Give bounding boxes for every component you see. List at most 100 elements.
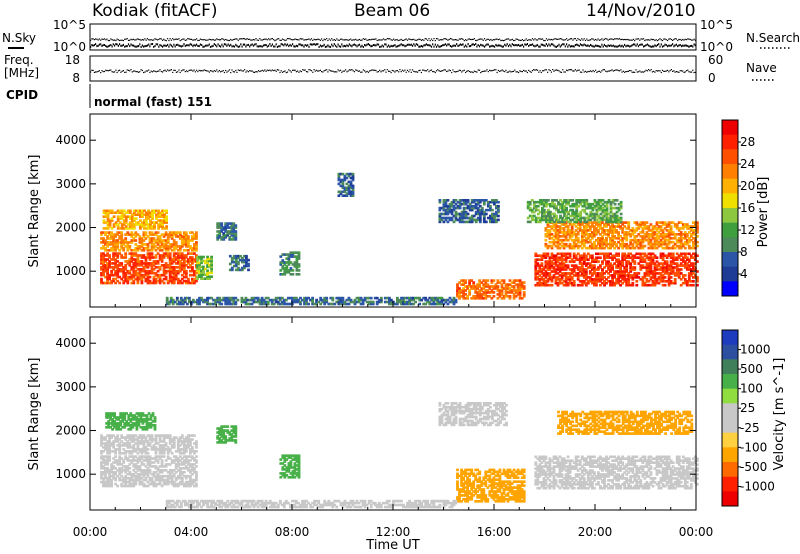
data-cell: [132, 281, 136, 285]
data-cell: [545, 204, 548, 208]
data-cell: [621, 278, 625, 281]
freq-point: [411, 69, 414, 71]
noise-point: [343, 39, 345, 41]
data-cell: [230, 226, 234, 229]
freq-point: [377, 71, 380, 73]
data-cell: [541, 202, 544, 206]
data-cell: [621, 246, 625, 250]
noise-point: [377, 43, 380, 46]
data-cell: [198, 271, 201, 275]
noise-point: [255, 43, 257, 46]
freq-point: [148, 69, 150, 71]
noise-point: [428, 44, 430, 47]
data-cell: [452, 206, 456, 210]
data-cell: [148, 269, 152, 273]
data-cell: [669, 280, 673, 283]
data-cell: [164, 252, 168, 255]
data-cell: [130, 217, 134, 220]
data-cell: [470, 214, 474, 218]
freq-point: [663, 70, 665, 72]
data-cell: [341, 190, 345, 194]
data-cell: [540, 256, 544, 259]
noise-point: [486, 43, 488, 46]
data-cell: [155, 209, 158, 213]
data-cell: [456, 293, 459, 296]
data-cell: [472, 204, 476, 208]
data-cell: [200, 273, 203, 276]
noise-point: [108, 39, 111, 42]
noise-point: [663, 38, 665, 40]
data-cell: [198, 265, 201, 269]
freq-point: [477, 69, 479, 71]
data-cell: [153, 223, 156, 226]
data-cell: [669, 262, 673, 265]
noise-point: [151, 39, 154, 41]
beam-title: Beam 06: [354, 1, 430, 21]
noise-point: [261, 39, 263, 41]
data-cell: [108, 273, 111, 277]
data-cell: [564, 256, 568, 259]
freq-point: [592, 69, 594, 72]
data-cell: [462, 287, 465, 290]
data-cell: [132, 225, 136, 228]
data-cell: [478, 281, 482, 284]
data-cell: [544, 244, 548, 248]
data-cell: [683, 231, 687, 234]
data-cell: [156, 237, 160, 240]
data-cell: [474, 212, 478, 216]
data-cell: [234, 236, 238, 239]
data-cell: [208, 271, 211, 275]
data-cell: [458, 206, 462, 210]
noise-point: [519, 45, 521, 47]
data-cell: [659, 274, 663, 277]
data-cell: [621, 242, 625, 246]
data-cell: [142, 268, 146, 271]
data-cell: [132, 254, 136, 257]
data-cell: [547, 199, 550, 202]
data-cell: [130, 231, 134, 234]
noise-point: [295, 38, 297, 41]
data-cell: [172, 273, 176, 277]
data-cell: [136, 264, 140, 267]
data-cell: [635, 223, 639, 226]
noise-point: [189, 43, 191, 46]
noise-point: [360, 39, 362, 41]
noise-point: [223, 43, 225, 46]
data-cell: [490, 281, 494, 284]
data-cell: [568, 229, 572, 232]
data-cell: [476, 218, 480, 222]
data-cell: [166, 254, 170, 257]
freq-point: [134, 70, 136, 72]
data-cell: [663, 270, 667, 273]
noise-point: [627, 39, 629, 41]
data-cell: [147, 227, 150, 230]
data-cell: [170, 281, 174, 285]
data-cell: [497, 206, 500, 210]
data-cell: [530, 199, 534, 202]
data-cell: [647, 272, 651, 275]
freq-point: [600, 71, 602, 73]
data-cell: [279, 273, 283, 276]
data-cell: [482, 220, 486, 224]
data-cell: [564, 280, 568, 283]
data-cell: [206, 265, 209, 269]
data-cell: [657, 262, 661, 265]
data-cell: [134, 221, 138, 224]
data-cell: [144, 271, 148, 275]
noise-point: [92, 44, 94, 47]
noise-point: [437, 44, 439, 47]
data-cell: [462, 295, 465, 298]
data-cell: [193, 243, 196, 246]
noise-point: [602, 45, 604, 48]
data-cell: [544, 280, 548, 283]
data-cell: [692, 242, 695, 246]
data-cell: [639, 266, 643, 269]
data-cell: [556, 233, 560, 236]
noise-point: [101, 45, 103, 47]
data-cell: [564, 223, 568, 226]
data-cell: [237, 266, 240, 270]
data-cell: [116, 264, 120, 267]
freq-point: [360, 71, 362, 73]
data-cell: [506, 283, 510, 286]
data-cell: [534, 208, 538, 212]
